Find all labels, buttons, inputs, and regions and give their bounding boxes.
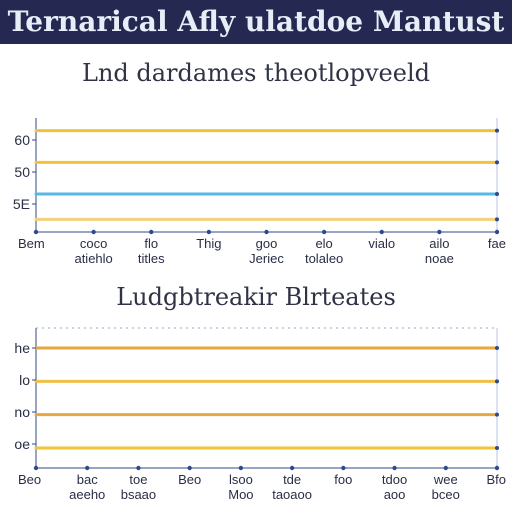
x-tick-label: atiehlo (74, 251, 112, 266)
page-title: Ternarical Afly ulatdoe Mantust (7, 5, 505, 38)
x-tick-mark (33, 229, 39, 235)
x-tick-label: toe (129, 472, 147, 487)
series-end-point (495, 128, 499, 133)
x-tick-mark (238, 465, 244, 471)
x-tick-mark (187, 465, 192, 471)
x-tick-label: aoo (384, 487, 406, 502)
series-end-point (495, 346, 499, 350)
x-tick-label: vialo (368, 236, 395, 251)
x-tick-label: tde (283, 472, 301, 487)
x-tick-label: tdoo (382, 472, 407, 487)
x-tick-label: ailo (429, 236, 449, 251)
x-tick-mark (264, 229, 269, 235)
x-tick-mark (443, 465, 448, 471)
x-tick-label: Moo (228, 487, 253, 502)
x-tick-mark (392, 465, 397, 471)
series-end-point (495, 412, 499, 417)
x-tick-mark (33, 465, 39, 471)
y-tick-label: 50 (14, 164, 30, 180)
y-tick-label: he (14, 340, 30, 356)
x-tick-mark (494, 229, 500, 235)
x-tick-label: wee (433, 472, 458, 487)
header-bar (0, 0, 512, 44)
x-tick-label: flo (144, 236, 158, 251)
series-end-point (495, 379, 499, 384)
x-tick-label: foo (334, 472, 352, 487)
chart-2-title: Ludgbtreakir Blrteates (116, 283, 396, 311)
y-tick-label: lo (19, 372, 30, 388)
y-tick-label: oe (14, 436, 30, 452)
y-tick-label: no (14, 404, 30, 420)
x-tick-mark (437, 229, 442, 235)
x-tick-mark (206, 229, 212, 235)
x-tick-label: Jeriec (249, 251, 284, 266)
x-tick-label: coco (80, 236, 107, 251)
y-tick-label: 5E (13, 196, 30, 212)
chart-1-title: Lnd dardames theotlopveeld (82, 59, 430, 87)
x-tick-label: taoaoo (272, 487, 312, 502)
x-tick-label: titles (138, 251, 165, 266)
x-tick-label: Thig (196, 236, 221, 251)
x-tick-label: tolaleo (305, 251, 343, 266)
x-tick-label: fae (488, 236, 506, 251)
series-end-point (495, 160, 499, 165)
x-tick-mark (91, 229, 96, 235)
x-tick-mark (85, 465, 90, 471)
x-tick-mark (321, 229, 327, 235)
x-tick-mark (379, 229, 384, 235)
y-tick-label: 60 (14, 132, 30, 148)
x-tick-label: bac (77, 472, 98, 487)
x-tick-mark (341, 465, 346, 471)
x-tick-label: goo (256, 236, 278, 251)
x-tick-mark (149, 229, 154, 235)
x-tick-label: noae (425, 251, 454, 266)
series-end-point (495, 446, 499, 450)
x-tick-label: Bfo (486, 472, 506, 487)
series-end-point (495, 192, 499, 196)
x-tick-mark (136, 465, 141, 471)
x-tick-label: bceo (432, 487, 460, 502)
x-tick-label: lsoo (229, 472, 253, 487)
x-tick-mark (494, 465, 500, 471)
x-tick-mark (289, 465, 295, 471)
series-end-point (495, 217, 499, 222)
x-tick-label: aeeho (69, 487, 105, 502)
x-tick-label: Beo (18, 472, 41, 487)
x-tick-label: elo (315, 236, 332, 251)
x-tick-label: Bem (18, 236, 45, 251)
x-tick-label: bsaao (121, 487, 156, 502)
x-tick-label: Beo (178, 472, 201, 487)
